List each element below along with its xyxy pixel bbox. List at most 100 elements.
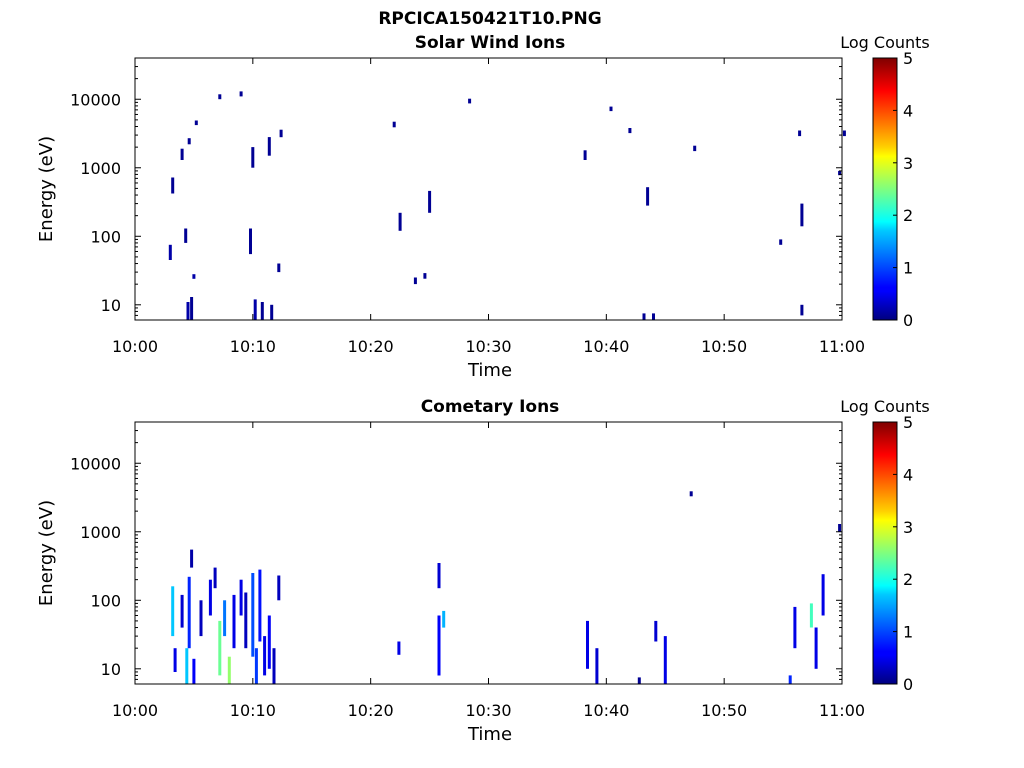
y-ticks: 10 100 1000 10000 [70, 421, 842, 685]
figure-title: RPCICA150421T10.PNG [378, 9, 601, 29]
colorbar-tick-label: 3 [903, 518, 913, 537]
colorbar-tick-label: 5 [903, 413, 913, 432]
colorbar-tick-label: 1 [903, 259, 913, 278]
x-tick-label: 10:00 [112, 701, 158, 720]
heatmap-cell [249, 228, 252, 255]
x-tick-label: 11:00 [819, 337, 865, 356]
heatmap-cell [186, 302, 190, 320]
heatmap-cell [398, 212, 402, 231]
plot-frame [134, 57, 843, 321]
heatmap-cell [628, 128, 632, 134]
y-axis-label: Energy (eV) [36, 500, 57, 606]
heatmap-cell [800, 203, 804, 227]
heatmap-cell [437, 615, 441, 676]
heatmap-cell [213, 567, 217, 589]
heatmap-cell [254, 648, 258, 684]
x-tick-label: 10:50 [701, 701, 747, 720]
heatmap-cell [267, 137, 271, 156]
x-ticks: 10:00 10:10 10:20 10:30 10:40 10:50 11:00 [112, 422, 865, 720]
heatmap-cell [423, 273, 427, 279]
x-tick-label: 10:30 [465, 337, 511, 356]
colorbar-tick-label: 0 [903, 311, 913, 330]
x-tick-label: 10:10 [230, 337, 276, 356]
y-tick-label: 10 [101, 660, 121, 679]
heatmap-cell [171, 586, 175, 637]
x-tick-label: 10:50 [701, 337, 747, 356]
heatmap-cell [258, 569, 262, 642]
heatmap-cell [814, 627, 818, 669]
colorbar-label: Log Counts [840, 33, 930, 52]
heatmap-cell [251, 573, 255, 657]
heatmap-cell [194, 120, 198, 126]
heatmap-cell [442, 610, 446, 628]
heatmap-cell [180, 594, 184, 628]
heatmap-cell [277, 263, 281, 273]
x-tick-label: 11:00 [819, 701, 865, 720]
heatmap-cell [793, 606, 797, 649]
heatmap-cells [168, 91, 846, 320]
x-tick-label: 10:00 [112, 337, 158, 356]
colorbar-label: Log Counts [840, 397, 930, 416]
heatmap-cell [646, 187, 650, 206]
heatmap-cell [232, 594, 236, 649]
heatmap-cell [223, 600, 227, 637]
x-tick-label: 10:20 [348, 701, 394, 720]
colorbar-tick-label: 2 [903, 206, 913, 225]
heatmap-cell [185, 648, 189, 684]
colorbar-ticks: 0 1 2 3 4 5 [893, 413, 913, 694]
y-ticks: 10 100 1000 10000 [70, 57, 842, 321]
heatmap-cell [838, 524, 842, 532]
heatmap-cell [693, 145, 697, 152]
y-tick-label: 10000 [70, 454, 121, 473]
heatmap-cell [272, 648, 276, 684]
heatmap-cell [218, 94, 222, 100]
heatmap-cell [251, 147, 255, 168]
heatmap-cell [187, 576, 191, 649]
heatmap-cells [171, 491, 842, 684]
colorbar-tick-label: 2 [903, 570, 913, 589]
x-tick-label: 10:40 [583, 701, 629, 720]
heatmap-cell [239, 579, 243, 616]
plot-frame [134, 421, 843, 685]
heatmap-cell [192, 658, 196, 684]
heatmap-cell [609, 106, 613, 112]
heatmap-cell [192, 274, 196, 279]
heatmap-cell [279, 129, 283, 138]
heatmap-cell [842, 130, 846, 137]
heatmap-cell [654, 620, 658, 642]
heatmap-cell [227, 656, 231, 684]
heatmap-cell [239, 91, 243, 97]
x-tick-label: 10:30 [465, 701, 511, 720]
y-tick-label: 1000 [80, 523, 121, 542]
heatmap-cell [821, 574, 825, 616]
heatmap-cell [190, 297, 194, 320]
heatmap-cell [838, 170, 842, 176]
heatmap-cell [595, 648, 599, 684]
x-axis-label: Time [467, 724, 512, 745]
heatmap-cell [267, 615, 271, 669]
heatmap-cell [199, 600, 203, 637]
heatmap-cell [184, 228, 188, 243]
heatmap-cell [180, 148, 184, 160]
heatmap-cell [586, 620, 589, 669]
heatmap-cell [637, 677, 641, 684]
heatmap-cell [798, 130, 802, 137]
colorbar-tick-label: 4 [903, 101, 913, 120]
colorbar [872, 57, 898, 321]
panel-title: Cometary Ions [421, 397, 560, 417]
heatmap-cell [168, 244, 172, 260]
heatmap-cell [218, 620, 222, 676]
panel-title: Solar Wind Ions [415, 33, 566, 53]
heatmap-cell [171, 177, 175, 194]
heatmap-cell [800, 304, 804, 316]
heatmap-cell [277, 575, 281, 601]
heatmap-cell [642, 313, 646, 320]
y-tick-label: 10 [101, 296, 121, 315]
heatmap-cell [468, 98, 472, 104]
heatmap-cell [253, 299, 257, 320]
heatmap-cell [187, 138, 191, 145]
heatmap-cell [270, 304, 274, 320]
heatmap-cell [779, 239, 783, 245]
